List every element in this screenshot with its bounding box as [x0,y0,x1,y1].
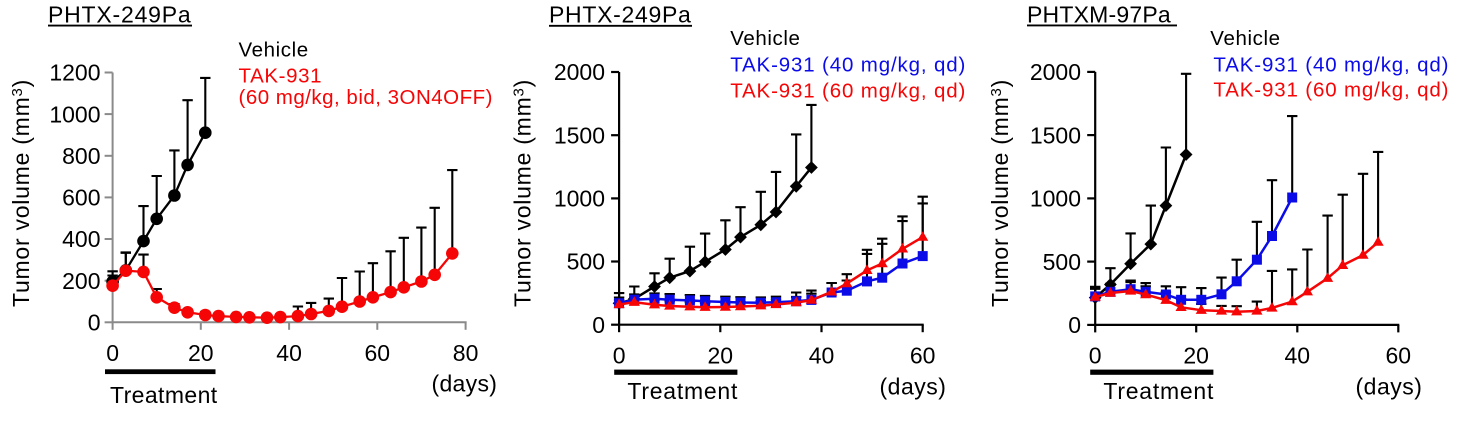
svg-text:1200: 1200 [49,60,100,86]
svg-text:0: 0 [88,310,101,336]
svg-text:Tumor volume (mm3): Tumor volume (mm3) [510,79,536,307]
svg-text:Vehicle: Vehicle [1210,27,1280,50]
svg-text:0: 0 [592,312,605,338]
svg-text:400: 400 [62,226,100,252]
svg-text:80: 80 [453,340,479,366]
svg-text:60: 60 [910,342,936,368]
svg-text:0: 0 [106,340,119,366]
svg-text:60: 60 [365,340,391,366]
svg-text:0: 0 [1068,312,1081,338]
svg-text:TAK-931: TAK-931 [239,65,323,88]
svg-text:1500: 1500 [554,122,605,148]
svg-text:1000: 1000 [554,186,605,212]
svg-text:PHTXM-97Pa: PHTXM-97Pa [1027,1,1171,27]
svg-text:Treatment: Treatment [110,382,218,408]
svg-text:1500: 1500 [1030,122,1081,148]
svg-text:Treatment: Treatment [1103,378,1214,404]
svg-text:800: 800 [62,143,100,169]
svg-text:20: 20 [188,340,214,366]
svg-text:20: 20 [708,342,734,368]
svg-text:TAK-931 (40 mg/kg, qd): TAK-931 (40 mg/kg, qd) [1213,53,1449,76]
svg-text:60: 60 [1386,342,1412,368]
svg-text:TAK-931 (60 mg/kg, qd): TAK-931 (60 mg/kg, qd) [1213,79,1449,102]
svg-text:500: 500 [567,249,605,275]
svg-text:TAK-931 (60 mg/kg, qd): TAK-931 (60 mg/kg, qd) [730,80,966,103]
svg-text:40: 40 [809,342,835,368]
svg-text:500: 500 [1043,249,1081,275]
svg-text:40: 40 [276,340,302,366]
svg-text:(days): (days) [880,373,947,399]
svg-text:Treatment: Treatment [627,378,738,404]
svg-text:0: 0 [1089,342,1102,368]
svg-text:Tumor volume (mm3): Tumor volume (mm3) [987,79,1013,307]
svg-text:PHTX-249Pa: PHTX-249Pa [549,2,692,28]
svg-text:(days): (days) [1356,373,1423,399]
svg-text:Vehicle: Vehicle [239,39,309,62]
svg-text:2000: 2000 [1030,59,1081,85]
svg-text:40: 40 [1285,342,1311,368]
svg-text:TAK-931 (40 mg/kg, qd): TAK-931 (40 mg/kg, qd) [730,54,966,77]
svg-text:(days): (days) [432,370,498,396]
svg-text:Vehicle: Vehicle [730,27,800,50]
svg-text:1000: 1000 [49,101,100,127]
svg-text:20: 20 [1183,342,1209,368]
svg-text:PHTX-249Pa: PHTX-249Pa [48,1,192,27]
svg-text:2000: 2000 [554,59,605,85]
svg-text:(60 mg/kg, bid, 3ON4OFF): (60 mg/kg, bid, 3ON4OFF) [239,86,493,109]
svg-text:600: 600 [62,185,100,211]
svg-text:0: 0 [613,342,626,368]
svg-text:1000: 1000 [1030,186,1081,212]
svg-text:Tumor volume (mm3): Tumor volume (mm3) [8,79,34,307]
svg-text:200: 200 [62,268,100,294]
